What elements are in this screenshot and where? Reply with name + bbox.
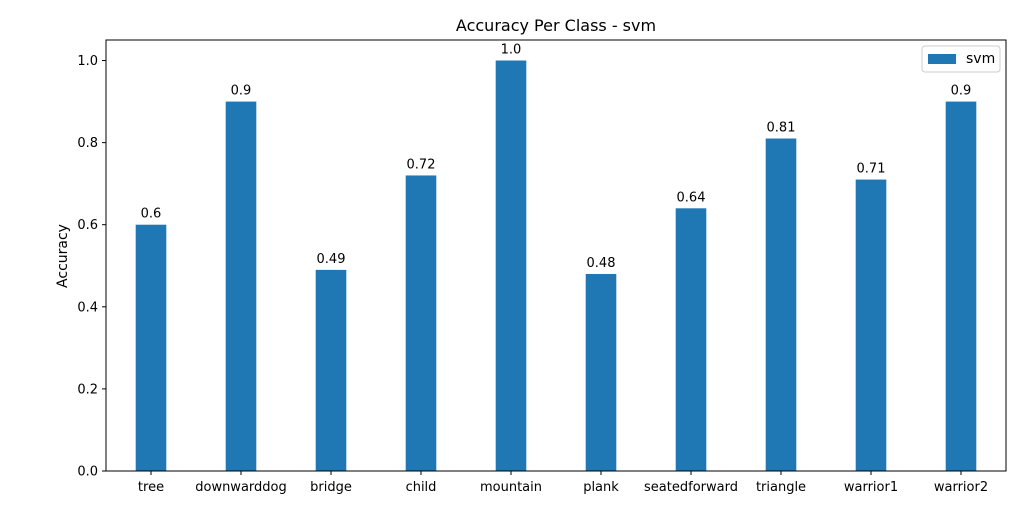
y-tick-label: 0.8 [77,136,98,151]
x-tick-label-warrior2: warrior2 [934,480,988,495]
x-tick-label-triangle: triangle [756,480,806,495]
x-tick-label-warrior1: warrior1 [844,480,898,495]
y-tick-label: 1.0 [77,54,98,69]
bar-tree [135,224,167,471]
bars-group [135,60,977,472]
value-label-triangle: 0.81 [767,121,796,136]
x-axis-ticks: tree downwarddog bridge child mountain plank s… [138,471,988,495]
value-label-mountain: 1.0 [501,43,522,58]
value-labels-group: 0.6 0.9 0.49 0.72 1.0 0.48 0.64 0.81 0.71 0.9 [141,43,972,271]
x-tick-label-child: child [406,480,437,495]
value-label-warrior2: 0.9 [951,84,972,99]
x-tick-label-tree: tree [138,480,164,495]
bar-downwarddog [225,101,257,471]
y-tick-label: 0.0 [77,465,98,480]
value-label-plank: 0.48 [587,256,616,271]
bar-child [405,175,437,471]
legend-label: svm [966,51,995,67]
bar-mountain [495,60,527,472]
chart-title: Accuracy Per Class - svm [456,16,656,35]
bar-seatedforward [675,208,707,472]
y-tick-label: 0.6 [77,218,98,233]
x-tick-label-seatedforward: seatedforward [644,480,738,495]
bar-warrior1 [855,179,887,471]
bar-warrior2 [945,101,977,471]
x-tick-label-bridge: bridge [310,480,352,495]
x-tick-label-mountain: mountain [480,480,542,495]
y-axis-label: Accuracy [55,224,71,288]
bar-triangle [765,138,797,471]
value-label-downwarddog: 0.9 [231,84,252,99]
plot-frame [105,39,1007,472]
x-tick-label-plank: plank [583,480,619,495]
value-label-bridge: 0.49 [317,252,346,267]
y-axis-ticks: 0.0 0.2 0.4 0.6 0.8 1.0 [77,54,106,480]
value-label-warrior1: 0.71 [857,162,886,177]
value-label-tree: 0.6 [141,207,162,222]
y-tick-label: 0.2 [77,382,98,397]
bar-plank [585,273,617,471]
value-label-seatedforward: 0.64 [677,190,706,205]
y-tick-label: 0.4 [77,300,98,315]
bar-bridge [315,269,347,471]
legend-box [921,45,1001,73]
legend: svm [921,45,1001,73]
value-label-child: 0.72 [407,157,436,172]
x-tick-label-downwarddog: downwarddog [195,480,287,495]
legend-swatch [928,54,956,64]
